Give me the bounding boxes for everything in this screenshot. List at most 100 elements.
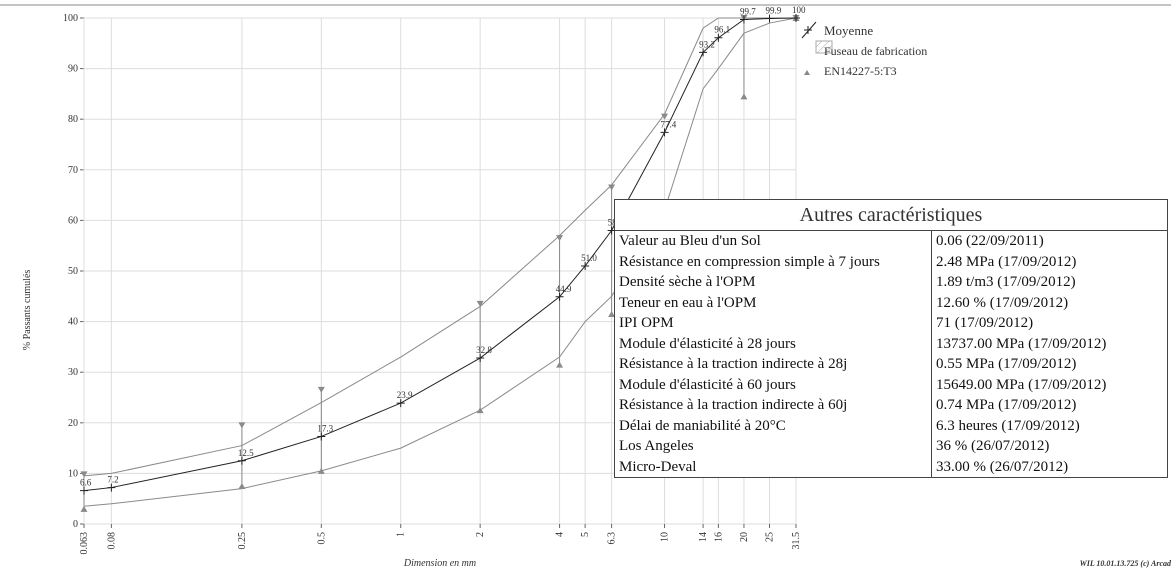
x-tick-label: 0.063 [79,532,90,555]
spec-upper-marker [608,184,616,191]
legend-mean-line [801,21,817,39]
x-tick-label: 1 [396,532,407,537]
mean-marker [476,354,485,363]
row-value: 6.3 heures (17/09/2012) [931,415,1168,436]
characteristics-table: Autres caractéristiques Valeur au Bleu d… [614,199,1168,478]
spec-upper-marker [317,386,325,393]
y-tick-label: 20 [68,418,78,429]
x-tick-label: 31.5 [791,532,802,550]
mean-marker [317,432,326,441]
mean-marker [765,14,774,23]
row-value: 36 % (26/07/2012) [931,436,1168,457]
x-tick-label: 14 [698,532,709,542]
row-label: Délai de maniabilité à 20°C [619,417,786,434]
legend-label: Moyenne [824,23,873,38]
spec-upper-marker [238,422,246,429]
x-tick-label: 2 [475,532,486,537]
y-tick-label: 70 [68,165,78,176]
y-tick-label: 60 [68,215,78,226]
table-row: Module d'élasticité à 60 jours 15649.00 M… [615,374,1168,395]
table-row: Délai de maniabilité à 20°C 6.3 heures (1… [615,415,1168,436]
x-axis-label: Dimension en mm [403,558,476,569]
row-label: Résistance en compression simple à 7 jou… [619,253,880,270]
mean-marker [714,33,723,42]
row-value: 0.55 MPa (17/09/2012) [931,354,1168,375]
table-row: Los Angeles 36 % (26/07/2012) [615,436,1168,457]
data-label: 99.7 [740,7,756,17]
legend-spec-marker [804,70,810,75]
mean-marker [107,483,116,492]
data-label: 23.9 [397,390,413,400]
row-value: 0.06 (22/09/2011) [931,230,1168,252]
spec-upper-marker [476,300,484,307]
data-label: 99.9 [766,6,782,16]
spec-lower-marker [556,361,564,368]
mean-marker [792,14,800,22]
data-label: 51.0 [581,253,597,263]
data-label: 7.2 [107,475,118,485]
row-label: Résistance à la traction indirecte à 28j [619,356,848,373]
mean-marker [555,292,564,301]
data-label: 58 [608,218,618,228]
x-tick-label: 6.3 [607,532,618,545]
y-tick-label: 100 [63,13,78,24]
y-tick-label: 80 [68,114,78,125]
table-row: Résistance à la traction indirecte à 28j… [615,354,1168,375]
row-value: 15649.00 MPa (17/09/2012) [931,374,1168,395]
row-label: Teneur en eau à l'OPM [619,294,757,311]
data-label: 100 [792,5,806,15]
envelope-upper [83,17,796,477]
x-tick-label: 4 [555,532,566,537]
spec-lower-marker [740,93,748,100]
legend-label: EN14227-5:T3 [824,64,897,78]
table-row: IPI OPM 71 (17/09/2012) [615,313,1168,334]
row-value: 2.48 MPa (17/09/2012) [931,251,1168,272]
x-tick-label: 0.25 [237,532,248,550]
row-value: 12.60 % (17/09/2012) [931,292,1168,313]
data-label: 44.9 [556,284,572,294]
y-tick-label: 10 [68,468,78,479]
y-tick-label: 30 [68,367,78,378]
mean-marker [660,128,669,137]
row-value: 0.74 MPa (17/09/2012) [931,395,1168,416]
envelope-lower [83,17,797,507]
data-label: 93.2 [699,39,715,49]
x-tick-label: 0.5 [316,532,327,545]
table-row: Valeur au Bleu d'un Sol 0.06 (22/09/2011) [615,230,1168,252]
spec-lower-marker [317,467,325,474]
data-label: 96.1 [714,25,730,35]
table-row: Densité sèche à l'OPM 1.89 t/m3 (17/09/20… [615,272,1168,293]
legend-envelope-swatch [815,40,833,54]
y-tick-label: 40 [68,317,78,328]
row-label: Micro-Deval [619,458,697,475]
spec-lower-marker [608,311,616,318]
table-row: Résistance en compression simple à 7 jou… [615,251,1168,272]
mean-marker [739,15,748,24]
mean-marker [396,399,405,408]
mean-marker [237,456,246,465]
y-tick-label: 50 [68,266,78,277]
data-label: 32.8 [476,345,492,355]
y-tick-label: 90 [68,64,78,75]
row-label: Valeur au Bleu d'un Sol [619,233,761,250]
row-label: Résistance à la traction indirecte à 60j [619,397,848,414]
spec-lower-marker [476,407,484,414]
spec-upper-marker [80,471,88,478]
mean-marker [80,486,88,495]
row-label: Module d'élasticité à 28 jours [619,335,796,352]
legend-mean-marker [804,26,812,34]
x-tick-label: 16 [713,532,724,542]
x-tick-label: 20 [739,532,750,542]
data-label: 77.4 [661,119,677,129]
mean-marker [581,261,590,270]
spec-lower-marker [238,483,246,490]
legend-label: Fuseau de fabrication [824,44,927,58]
y-tick-label: 0 [73,519,78,530]
x-tick-label: 0.08 [106,532,117,550]
spec-upper-marker [556,235,564,242]
y-axis-label: % Passants cumulés [22,270,33,351]
row-value: 13737.00 MPa (17/09/2012) [931,333,1168,354]
x-tick-label: 10 [660,532,671,542]
footer: WIL 10.01.13.725 (c) Arcad [1080,559,1171,568]
table-row: Résistance à la traction indirecte à 60j… [615,395,1168,416]
